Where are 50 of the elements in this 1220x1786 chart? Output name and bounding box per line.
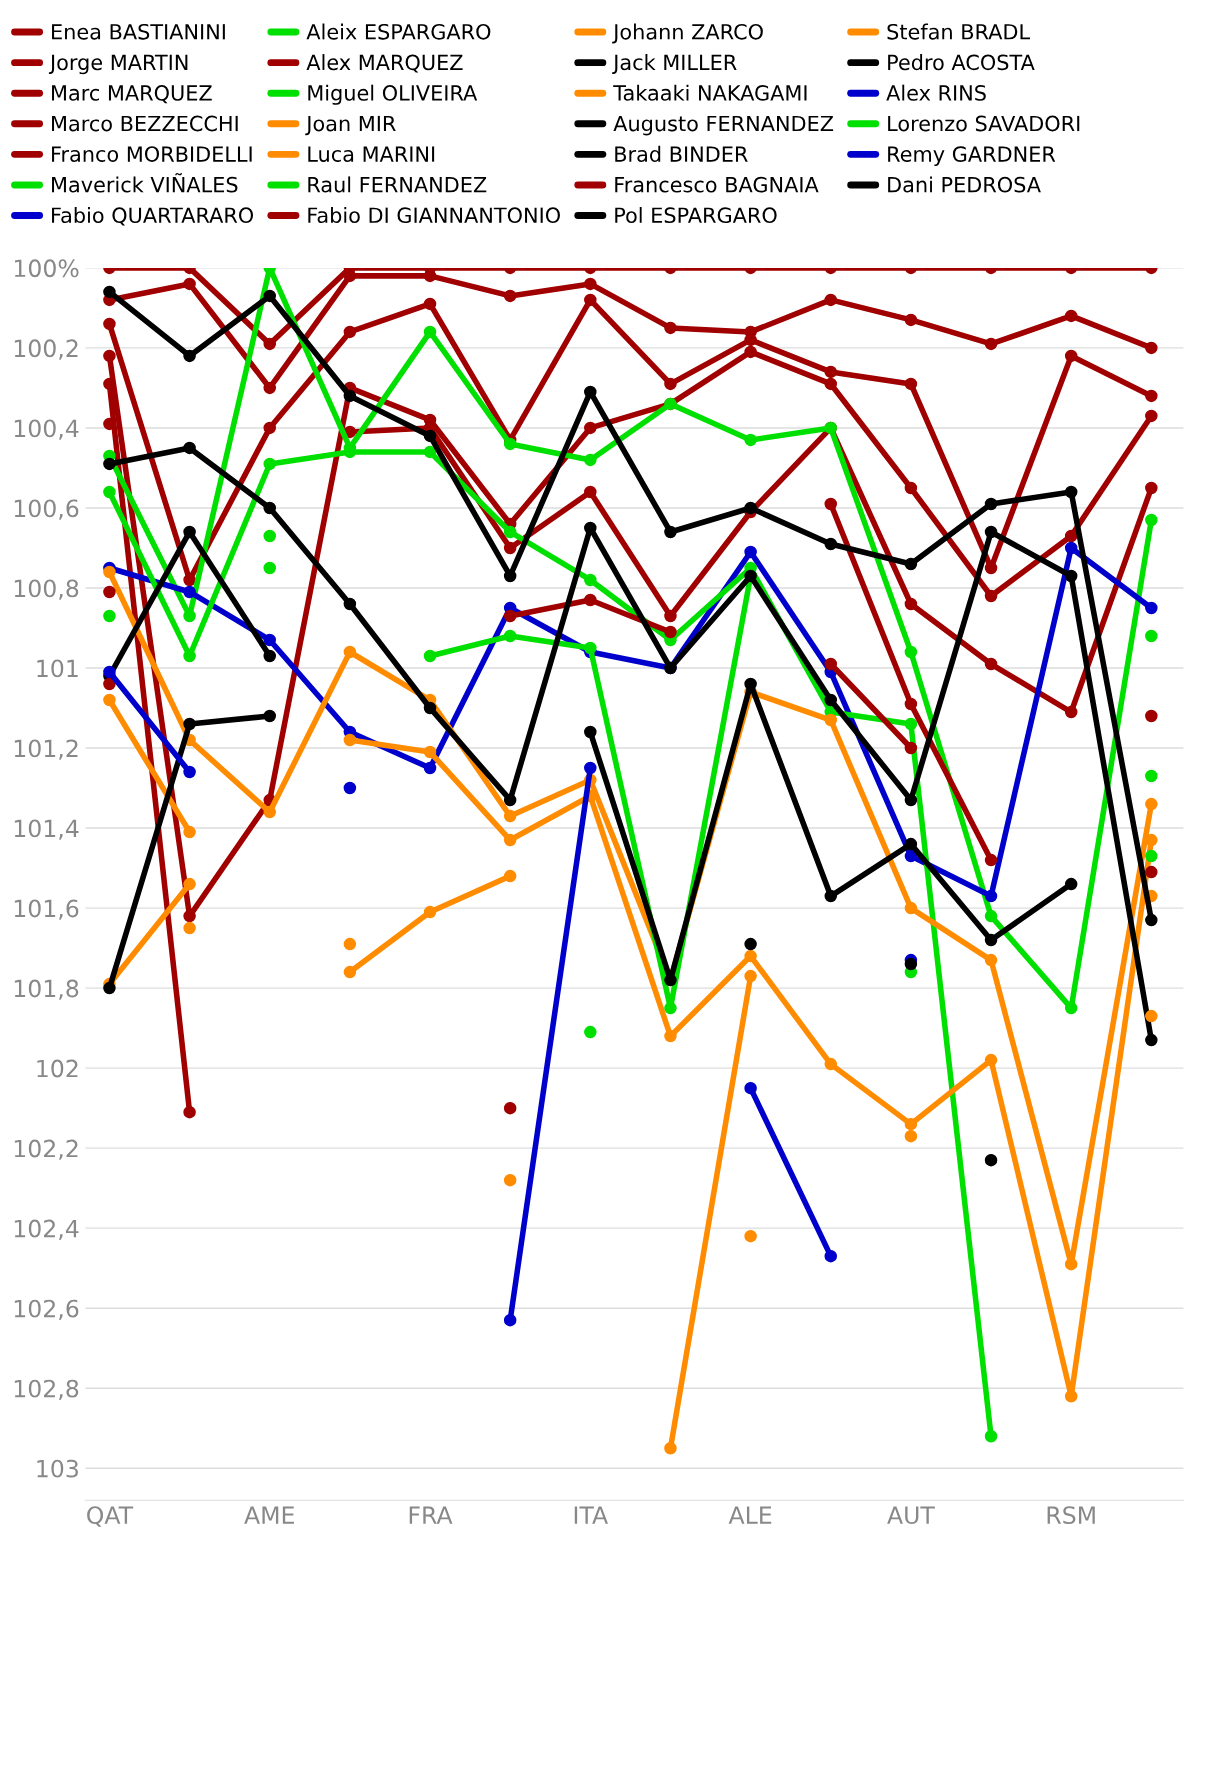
x-tick-label: RSM	[1047, 1506, 1095, 1525]
legend-label: Jorge MARTIN	[48, 54, 188, 75]
legend-label: Dani PEDROSA	[888, 176, 1041, 193]
legend-label: Alex MARQUEZ	[306, 54, 463, 73]
legend-label: Maverick VIÑALES	[52, 173, 238, 193]
y-tick-label: 100%	[14, 259, 79, 278]
legend-label: Franco MORBIDELLI	[52, 146, 252, 162]
y-tick-label: 100,8	[14, 579, 79, 600]
legend-label: Fabio DI GIANNANTONIO	[308, 206, 560, 224]
legend-label: Stefan BRADL	[887, 23, 1030, 40]
y-tick-label: 102,6	[14, 1299, 79, 1320]
y-tick-label: 101,6	[14, 899, 79, 920]
x-tick-label: ITA	[574, 1506, 608, 1524]
legend-label: Marco BEZZECCHI	[52, 115, 238, 132]
x-tick-label: FRA	[409, 1506, 453, 1524]
legend-label: Remy GARDNER	[888, 146, 1056, 166]
y-tick-label: 100,6	[14, 499, 79, 520]
legend-label: Miguel OLIVEIRA	[308, 84, 478, 105]
legend-label: Augusto FERNANDEZ	[613, 115, 834, 136]
legend-label: Brad BINDER	[615, 145, 748, 162]
legend-label: Lorenzo SAVADORI	[888, 115, 1080, 132]
legend-label: Aleix ESPARGARO	[306, 23, 491, 40]
x-tick-label: AUT	[887, 1506, 935, 1525]
x-tick-label: ALE	[728, 1506, 772, 1524]
legend-label: Fabio QUARTARARO	[52, 206, 254, 226]
y-tick-label: 102,8	[14, 1379, 79, 1400]
y-tick-label: 100,2	[14, 339, 78, 360]
x-tick-label: QAT	[87, 1506, 134, 1527]
y-tick-label: 101,8	[14, 979, 79, 1000]
x-tick-label: AME	[244, 1506, 294, 1524]
legend-label: Pol ESPARGARO	[615, 206, 777, 224]
legend-label: Alex RINS	[886, 84, 986, 101]
legend-label: Johann ZARCO	[612, 23, 763, 44]
legend-label: Marc MARQUEZ	[52, 85, 212, 104]
y-tick-label: 102,2	[14, 1139, 78, 1160]
legend-label: Enea BASTIANINI	[52, 23, 225, 40]
y-tick-label: 102,4	[14, 1219, 79, 1240]
legend-label: Takaaki NAKAGAMI	[613, 84, 807, 101]
legend-label: Luca MARINI	[308, 146, 435, 162]
y-tick-label: 102	[37, 1059, 78, 1078]
y-tick-label: 101,4	[14, 819, 79, 840]
legend-label: Jack MILLER	[612, 54, 737, 75]
y-tick-label: 100,4	[14, 419, 79, 440]
y-tick-label: 103	[37, 1459, 78, 1478]
legend-label: Joan MIR	[305, 115, 396, 136]
legend-label: Raul FERNANDEZ	[308, 176, 487, 193]
y-tick-label: 101	[37, 659, 78, 678]
legend-label: Francesco BAGNAIA	[615, 176, 819, 193]
y-tick-label: 101,2	[14, 739, 78, 760]
legend-label: Pedro ACOSTA	[888, 54, 1035, 71]
